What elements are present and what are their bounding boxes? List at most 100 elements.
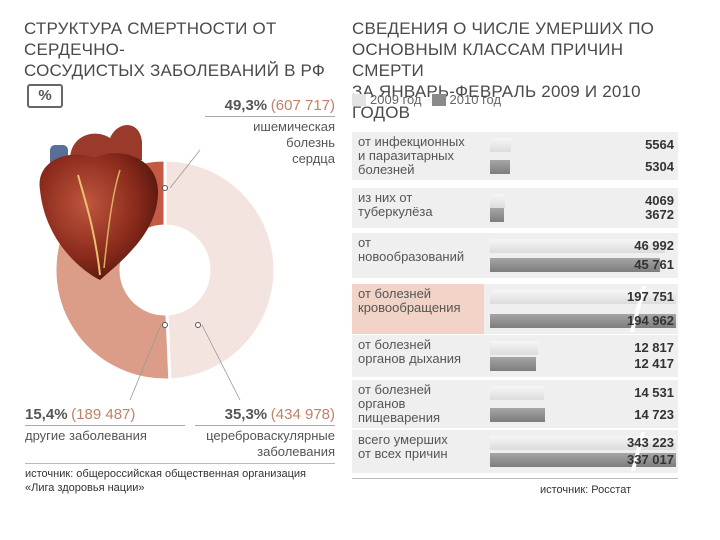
value-label-2009: 343 223 <box>627 435 674 450</box>
other-count: (189 487) <box>71 406 136 423</box>
legend-2010-label: 2010 год <box>449 92 502 107</box>
value-label-2010: 12 417 <box>634 356 674 371</box>
percent-badge: % <box>27 84 63 108</box>
right-title-line: ЗА ЯНВАРЬ-ФЕВРАЛЬ 2009 И 2010 ГОДОВ <box>352 82 641 122</box>
category-label-line: кровообращения <box>358 300 461 315</box>
bar-2009 <box>490 341 538 355</box>
category-label-line: от болезней <box>358 382 432 397</box>
value-label-2009: 12 817 <box>634 340 674 355</box>
legend-2009-label: 2009 год <box>370 92 422 107</box>
leader-dot-other <box>162 322 168 328</box>
category-label-line: от <box>358 235 371 250</box>
right-title-line: ОСНОВНЫМ КЛАССАМ ПРИЧИН СМЕРТИ <box>352 40 624 80</box>
bar-category-group: от болезней органов пищеварения 14 531 14 72… <box>352 380 678 428</box>
legend-2009-swatch <box>352 93 366 106</box>
value-label-2010: 14 723 <box>634 407 674 422</box>
bar-2010 <box>490 408 545 422</box>
category-label-line: из них от <box>358 190 413 205</box>
category-label-line: туберкулёза <box>358 204 433 219</box>
annotation-ischemic: 49,3% (607 717) ишемическая болезнь серд… <box>205 98 335 167</box>
bar-category-group: из них от туберкулёза 4069 3672 <box>352 188 678 228</box>
value-label-2009: 46 992 <box>634 238 674 253</box>
cerebro-label-2: заболевания <box>257 444 335 459</box>
bar-2009 <box>490 239 665 253</box>
ischemic-label-1: ишемическая болезнь <box>253 119 335 150</box>
right-chart-title: СВЕДЕНИЯ О ЧИСЛЕ УМЕРШИХ ПО ОСНОВНЫМ КЛА… <box>352 18 682 123</box>
category-label-line: болезней <box>358 162 415 177</box>
ischemic-count: (607 717) <box>270 97 335 114</box>
category-label: от болезней кровообращения <box>352 284 484 334</box>
left-source-note: источник: общероссийская общественная ор… <box>25 467 325 495</box>
leader-dot-cerebro <box>195 322 201 328</box>
ischemic-label-2: сердца <box>292 151 335 166</box>
legend-2010: 2010 год <box>431 92 502 107</box>
other-pct: 15,4% <box>25 406 68 423</box>
leader-line <box>129 324 162 401</box>
bar-2009 <box>490 290 676 304</box>
bar-category-group: от болезней кровообращения 197 751 194 962 <box>352 284 678 334</box>
value-label-2009: 14 531 <box>634 385 674 400</box>
bar-2010 <box>490 314 676 328</box>
heart-illustration <box>39 124 159 280</box>
category-label: всего умерших от всех причин <box>352 430 484 473</box>
bar-2010 <box>490 258 661 272</box>
ischemic-pct: 49,3% <box>224 97 268 114</box>
bar-2010 <box>490 357 537 371</box>
value-label-2010: 194 962 <box>627 313 674 328</box>
leader-dot-ischemic <box>162 185 168 191</box>
legend-2010-swatch <box>431 93 446 106</box>
category-label-line: от инфекционных <box>358 134 465 149</box>
donut-slice-ischemic <box>163 158 277 382</box>
value-label-2010: 3672 <box>645 207 674 222</box>
value-label-2010: 337 017 <box>627 452 674 467</box>
category-label-line: пищеварения <box>358 410 441 425</box>
bar-legend: 2009 год 2010 год <box>352 92 501 107</box>
category-label-line: всего умерших <box>358 432 448 447</box>
left-title-line: СТРУКТУРА СМЕРТНОСТИ ОТ СЕРДЕЧНО- <box>24 19 277 59</box>
bar-category-group: от болезней органов дыхания 12 817 12 417 <box>352 335 678 377</box>
category-label-line: от болезней <box>358 286 432 301</box>
category-label: из них от туберкулёза <box>352 188 484 228</box>
value-label-2009: 5564 <box>645 137 674 152</box>
value-label-2010: 5304 <box>645 159 674 174</box>
right-source-divider <box>352 478 678 479</box>
leader-line <box>201 324 241 401</box>
legend-2009: 2009 год <box>352 92 422 107</box>
right-source-note: источник: Росстат <box>540 484 632 496</box>
bar-category-group: от инфекционных и паразитарных болезней 556… <box>352 132 678 180</box>
right-title-line: СВЕДЕНИЯ О ЧИСЛЕ УМЕРШИХ ПО <box>352 19 655 38</box>
category-label: от инфекционных и паразитарных болезней <box>352 132 484 180</box>
left-title-line: СОСУДИСТЫХ ЗАБОЛЕВАНИЙ В РФ <box>24 61 325 80</box>
category-label-line: органов <box>358 396 406 411</box>
category-label-line: от болезней <box>358 337 432 352</box>
category-label-line: новообразований <box>358 249 465 264</box>
bar-2010 <box>490 453 676 467</box>
category-label: от болезней органов пищеварения <box>352 380 484 428</box>
category-label: от болезней органов дыхания <box>352 335 484 377</box>
annotation-cerebro: 35,3% (434 978) цереброваскулярные забол… <box>195 407 335 460</box>
bar-2009 <box>490 386 545 400</box>
value-label-2010: 45 761 <box>634 257 674 272</box>
cerebro-label-1: цереброваскулярные <box>206 428 335 443</box>
value-label-2009: 4069 <box>645 193 674 208</box>
category-label: от новообразований <box>352 233 484 278</box>
left-source-divider <box>25 463 335 464</box>
cerebro-pct: 35,3% <box>224 406 268 423</box>
left-source-line: «Лига здоровья нации» <box>25 482 145 494</box>
other-label-1: другие заболевания <box>25 428 147 443</box>
bar-category-group: от новообразований 46 992 45 761 <box>352 233 678 278</box>
annotation-other: 15,4% (189 487) другие заболевания <box>25 407 185 444</box>
bar-2009 <box>490 138 511 152</box>
left-source-line: источник: общероссийская общественная ор… <box>25 468 307 480</box>
value-label-2009: 197 751 <box>627 289 674 304</box>
bar-2009 <box>490 194 506 208</box>
donut-chart <box>39 124 277 401</box>
bar-category-group: всего умерших от всех причин 343 223 337 01… <box>352 430 678 473</box>
bar-2009 <box>490 436 676 450</box>
left-chart-title: СТРУКТУРА СМЕРТНОСТИ ОТ СЕРДЕЧНО- СОСУДИ… <box>24 18 334 81</box>
category-label-line: и паразитарных <box>358 148 454 163</box>
leader-line <box>169 149 201 189</box>
category-label-line: от всех причин <box>358 446 448 461</box>
bar-2010 <box>490 160 510 174</box>
cerebro-count: (434 978) <box>270 406 335 423</box>
